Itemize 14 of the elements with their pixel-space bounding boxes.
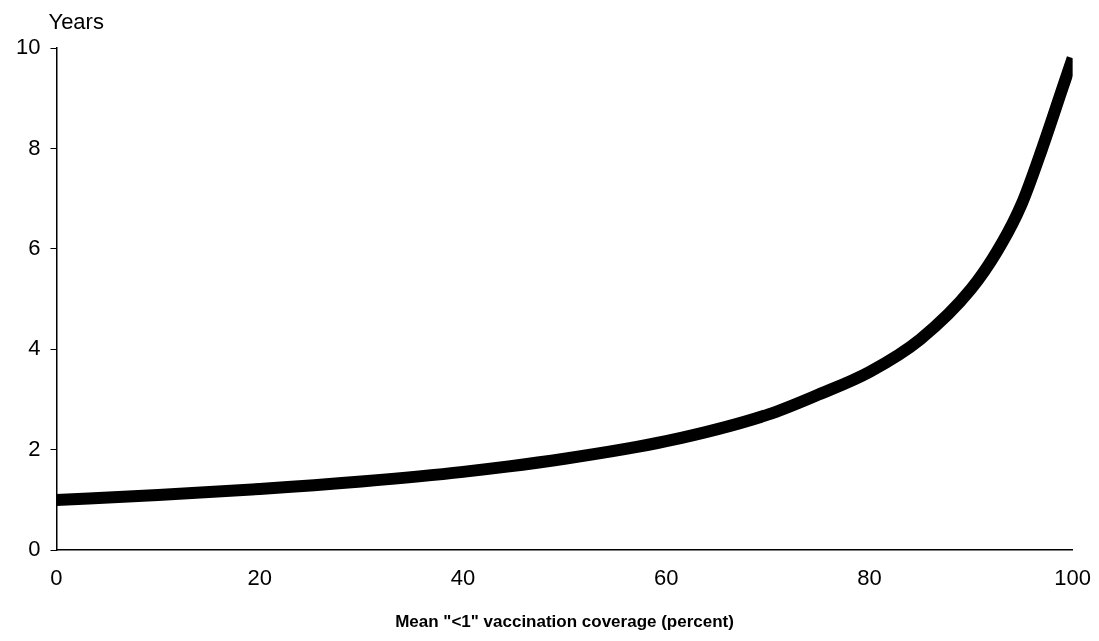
y-tick-label: 8 xyxy=(28,134,41,160)
x-tick-label: 80 xyxy=(857,565,882,591)
y-tick-label: 4 xyxy=(28,335,41,361)
x-tick-label: 40 xyxy=(450,565,476,591)
x-tick-label: 20 xyxy=(247,565,272,591)
x-tick-label: 60 xyxy=(653,565,679,591)
y-tick-label: 10 xyxy=(15,34,41,60)
y-tick-label: 0 xyxy=(28,536,41,562)
x-tick-label: 0 xyxy=(50,565,63,591)
y-tick-label: 6 xyxy=(28,234,41,260)
y-axis-title: Years xyxy=(48,9,104,35)
x-tick-label: 100 xyxy=(1054,565,1092,591)
y-tick-label: 2 xyxy=(28,435,41,461)
x-axis-title: Mean "<1" vaccination coverage (percent) xyxy=(395,612,734,632)
